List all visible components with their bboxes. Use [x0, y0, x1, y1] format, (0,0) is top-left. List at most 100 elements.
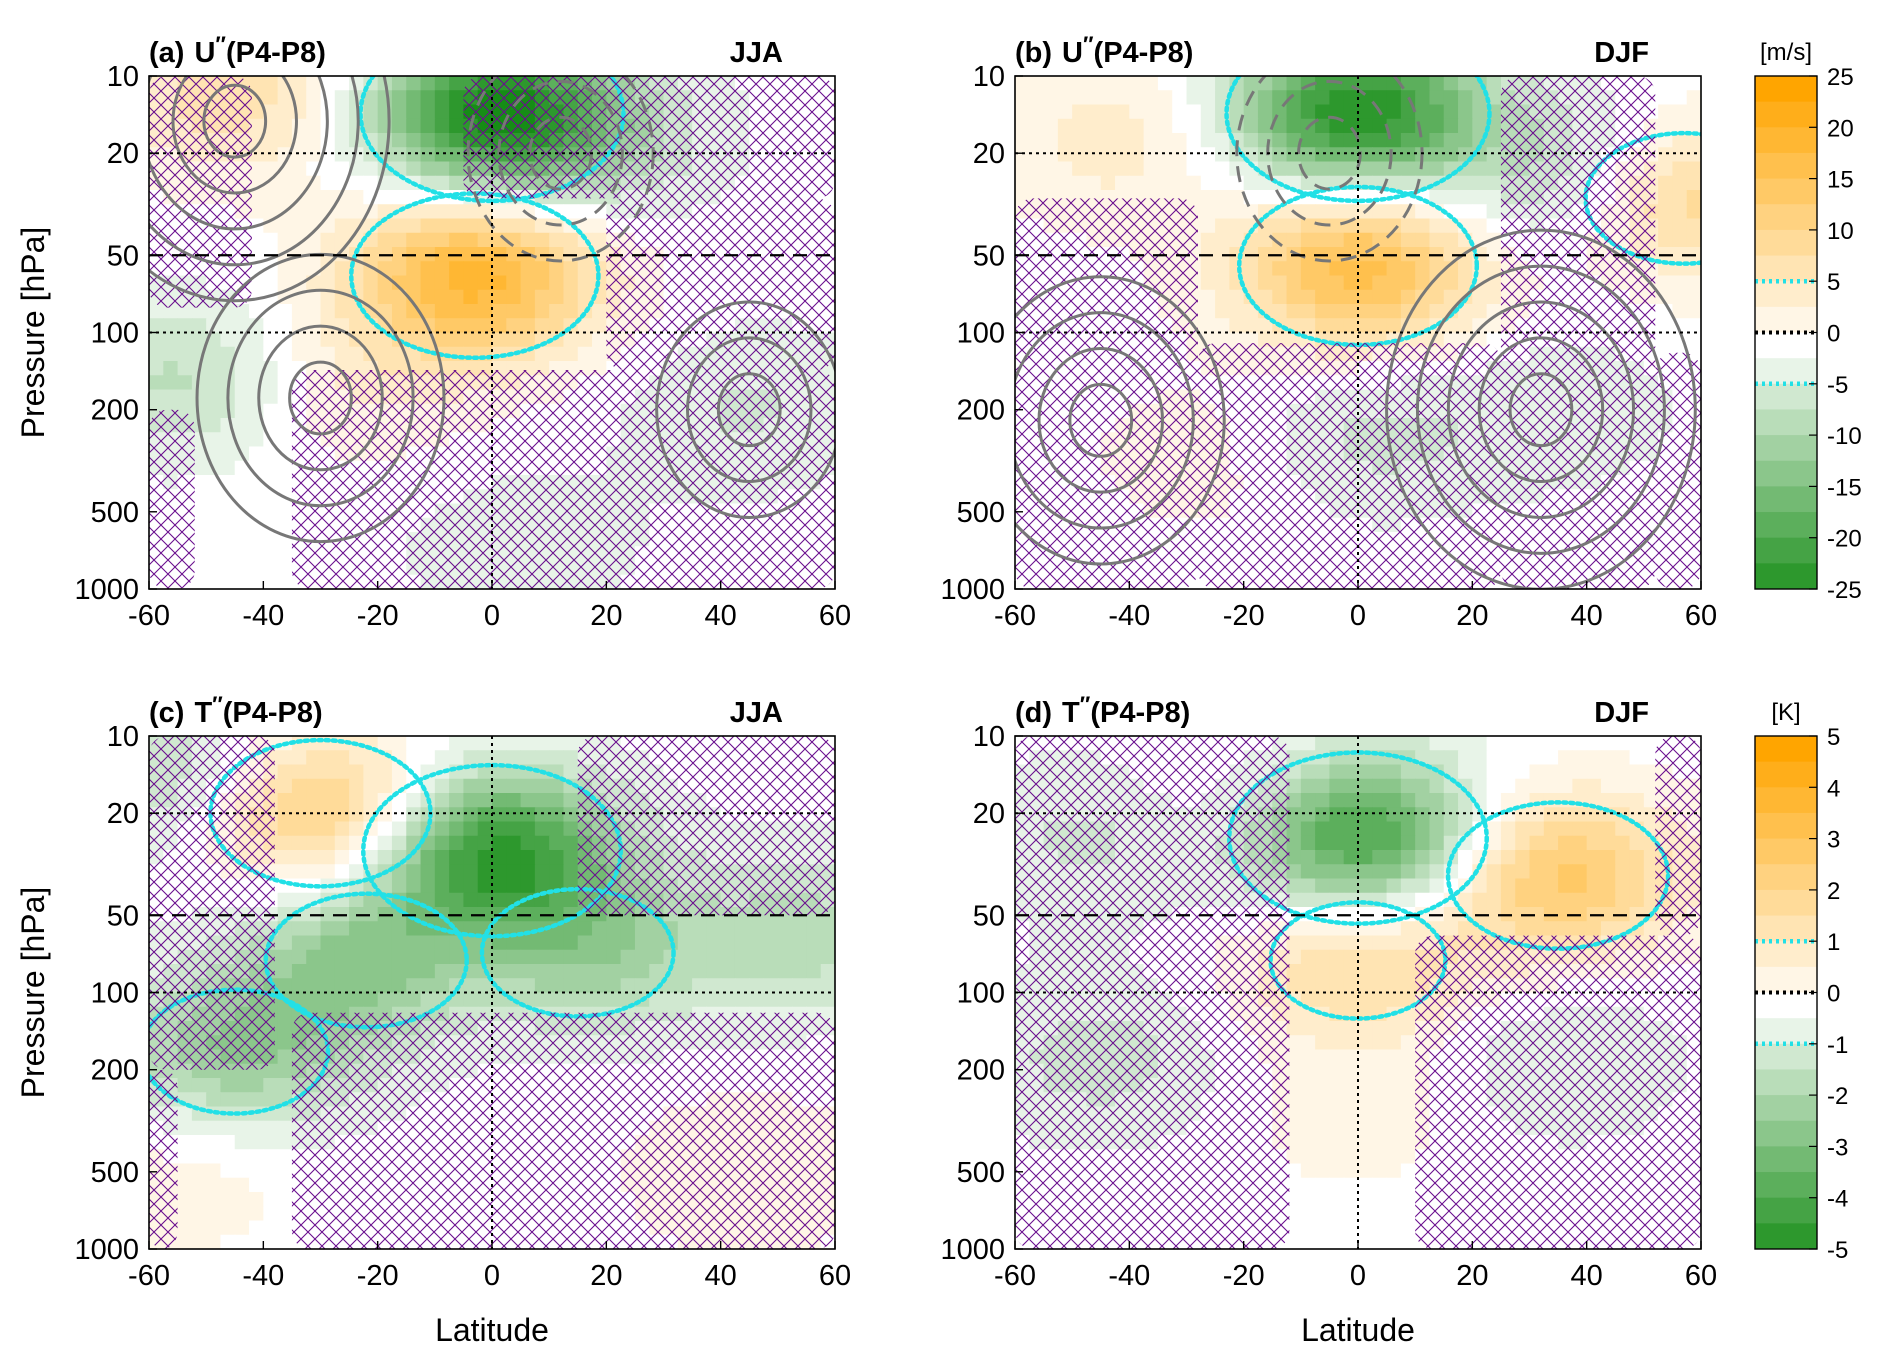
field-cell [263, 232, 279, 248]
field-cell [177, 361, 193, 376]
x-tick-label: -40 [1108, 600, 1150, 632]
field-cell [1329, 204, 1345, 220]
field-cell [1200, 232, 1216, 248]
field-cell [749, 992, 765, 1008]
field-cell [534, 821, 550, 837]
field-cell [1229, 204, 1245, 220]
field-cell [306, 204, 322, 220]
field-cell [1358, 218, 1373, 234]
field-cell [463, 289, 479, 305]
field-cell [477, 764, 493, 780]
field-cell [220, 318, 236, 334]
field-cell [1472, 104, 1488, 120]
field-cell [1400, 133, 1416, 148]
field-cell [520, 821, 536, 837]
field-cell [1043, 90, 1059, 106]
field-cell [1443, 90, 1459, 106]
field-cell [634, 964, 650, 979]
field-cell [249, 247, 264, 262]
field-cell [649, 921, 665, 937]
field-cell [1215, 190, 1230, 205]
field-cell [277, 778, 293, 794]
field-cell [1186, 118, 1202, 134]
field-cell [492, 878, 507, 894]
field-cell [649, 992, 665, 1008]
field-cell [249, 546, 264, 562]
field-cell [592, 218, 607, 234]
field-cell [692, 978, 707, 994]
climatology-contour [1385, 228, 1697, 589]
field-cell [334, 807, 350, 823]
field-cell [277, 807, 293, 823]
field-cell [177, 1078, 193, 1093]
field-cell [463, 204, 479, 220]
field-cell [1300, 275, 1316, 291]
field-cell [549, 850, 565, 865]
field-cell [1386, 304, 1402, 319]
field-cell [206, 418, 222, 433]
field-cell [420, 304, 436, 319]
field-cell [1686, 161, 1701, 177]
field-cell [1186, 104, 1202, 120]
field-cell [420, 850, 436, 865]
field-cell [334, 992, 350, 1008]
field-cell [406, 76, 422, 91]
field-cell [449, 218, 465, 234]
field-cell [334, 750, 350, 766]
field-cell [1243, 218, 1259, 234]
field-cell [677, 921, 693, 937]
panel-title: (b) U′′(P4-P8) [1015, 32, 1193, 69]
field-cell [206, 546, 222, 562]
field-cell [1415, 133, 1431, 148]
field-cell [420, 992, 436, 1008]
field-cell [1672, 218, 1688, 234]
field-cell [363, 247, 379, 262]
field-cell [277, 1149, 293, 1165]
field-cell [320, 921, 336, 937]
field-cell [1686, 133, 1701, 148]
field-cell [377, 978, 393, 994]
field-cell [434, 778, 450, 794]
field-cell [263, 403, 279, 419]
field-cell [1415, 232, 1431, 248]
field-cell [506, 835, 522, 851]
field-cell [206, 503, 222, 519]
field-cell [277, 161, 293, 177]
field-cell [334, 204, 350, 220]
y-tick-label: 10 [107, 61, 139, 93]
field-cell [249, 346, 264, 362]
field-cell [1429, 90, 1445, 106]
field-cell [406, 992, 422, 1008]
field-cell [420, 204, 436, 220]
field-cell [1486, 289, 1502, 305]
field-cell [163, 361, 179, 376]
field-cell [449, 736, 465, 751]
field-cell [634, 921, 650, 937]
field-cell [277, 1120, 293, 1136]
field-cell [1015, 90, 1030, 106]
field-cell [1472, 161, 1488, 177]
field-cell [806, 992, 822, 1008]
field-cell [363, 907, 379, 922]
field-cell [449, 175, 465, 191]
field-cell [1458, 175, 1473, 191]
field-cell [1115, 104, 1130, 120]
field-cell [463, 992, 479, 1008]
field-cell [534, 289, 550, 305]
field-cell [1100, 118, 1116, 134]
field-cell [434, 821, 450, 837]
field-cell [1358, 147, 1373, 163]
field-cell [563, 232, 579, 248]
field-cell [291, 978, 307, 994]
field-cell [1443, 247, 1459, 262]
field-cell [1672, 232, 1688, 248]
field-cell [549, 247, 565, 262]
field-cell [420, 76, 436, 91]
field-cell [1686, 204, 1701, 220]
climatology-contour [716, 372, 782, 448]
field-cell [206, 532, 222, 547]
field-cell [206, 1078, 222, 1093]
field-cell [191, 489, 207, 505]
field-cell [377, 921, 393, 937]
field-cell [1115, 161, 1130, 177]
